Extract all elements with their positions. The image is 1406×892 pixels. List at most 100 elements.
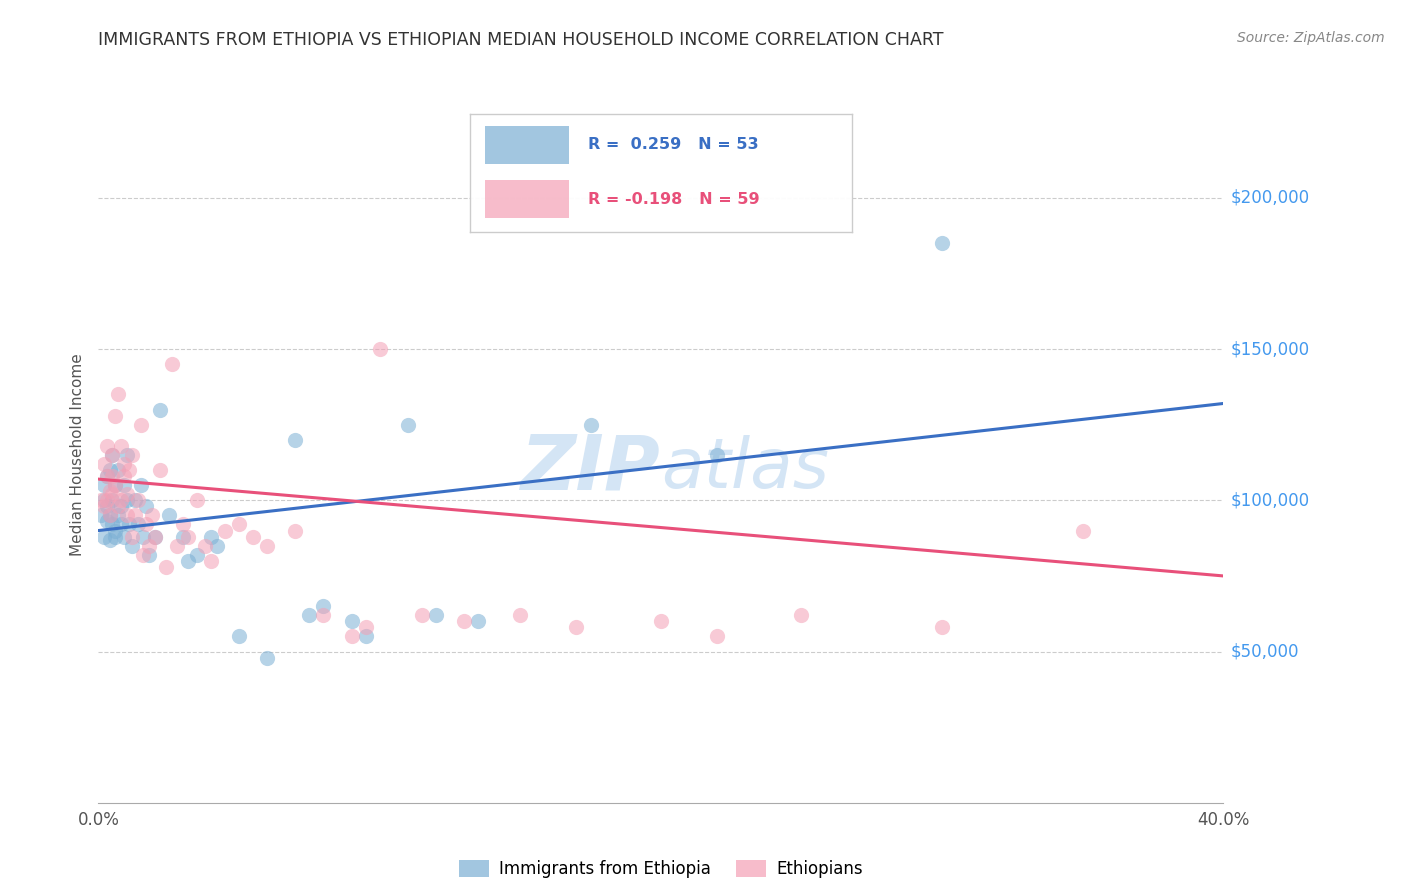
Point [127,493,149,508]
Point [115,487,138,501]
Point [101,487,124,501]
Point [368,342,391,356]
Point [98,533,121,547]
Point [298,608,321,623]
Point [96,469,118,483]
Text: ZIP: ZIP [522,432,661,506]
Point [138,548,160,562]
Point [96,493,118,508]
Point [155,559,177,574]
Point [112,530,135,544]
Text: $200,000: $200,000 [1230,189,1309,207]
Point [579,417,602,432]
Point [284,524,307,538]
Point [96,469,118,483]
Point [160,357,183,371]
Point [354,620,377,634]
Point [396,417,419,432]
Point [200,530,222,544]
Point [101,448,124,462]
Point [149,402,172,417]
Point [340,615,363,629]
Point [104,478,127,492]
Point [112,469,135,483]
Point [110,500,132,514]
Point [93,493,115,508]
Point [312,608,335,623]
Point [93,530,115,544]
Point [96,500,118,514]
Point [107,500,129,514]
Point [110,439,132,453]
Point [121,530,143,544]
Point [467,615,489,629]
Point [177,554,200,568]
Point [509,608,531,623]
Point [93,478,115,492]
Point [706,448,728,462]
Point [110,517,132,532]
Point [104,478,127,492]
Point [135,517,157,532]
Point [340,629,363,643]
Point [104,524,127,538]
Point [101,469,124,483]
Point [931,620,953,634]
Point [90,508,112,523]
Text: IMMIGRANTS FROM ETHIOPIA VS ETHIOPIAN MEDIAN HOUSEHOLD INCOME CORRELATION CHART: IMMIGRANTS FROM ETHIOPIA VS ETHIOPIAN ME… [98,31,943,49]
Point [284,433,307,447]
Point [157,508,180,523]
Point [132,530,155,544]
Point [96,515,118,529]
Point [214,524,236,538]
Legend: Immigrants from Ethiopia, Ethiopians: Immigrants from Ethiopia, Ethiopians [453,854,869,885]
Point [124,493,146,508]
Point [107,387,129,401]
Point [1071,524,1094,538]
Point [149,463,172,477]
Point [110,493,132,508]
Point [186,548,208,562]
Point [228,629,250,643]
Point [177,530,200,544]
Point [115,448,138,462]
Point [115,508,138,523]
Point [790,608,813,623]
Point [135,500,157,514]
Point [143,530,166,544]
Text: atlas: atlas [661,435,828,502]
Point [101,493,124,508]
Text: $150,000: $150,000 [1230,340,1309,358]
Point [194,539,217,553]
Point [242,530,264,544]
Point [90,493,112,508]
Point [96,439,118,453]
Text: $100,000: $100,000 [1230,491,1309,509]
Point [931,236,953,251]
Point [129,478,152,492]
Point [143,530,166,544]
Point [205,539,228,553]
Point [453,615,475,629]
Point [256,539,278,553]
Point [121,539,143,553]
Point [121,448,143,462]
Point [186,493,208,508]
Point [172,517,194,532]
Point [172,530,194,544]
Point [124,508,146,523]
Point [98,463,121,477]
Point [98,508,121,523]
Point [93,500,115,514]
Point [411,608,433,623]
Point [228,517,250,532]
Point [129,417,152,432]
Point [132,548,155,562]
Point [104,530,127,544]
Point [98,508,121,523]
Point [256,650,278,665]
Point [127,517,149,532]
Point [104,409,127,423]
Point [425,608,447,623]
Point [101,448,124,462]
